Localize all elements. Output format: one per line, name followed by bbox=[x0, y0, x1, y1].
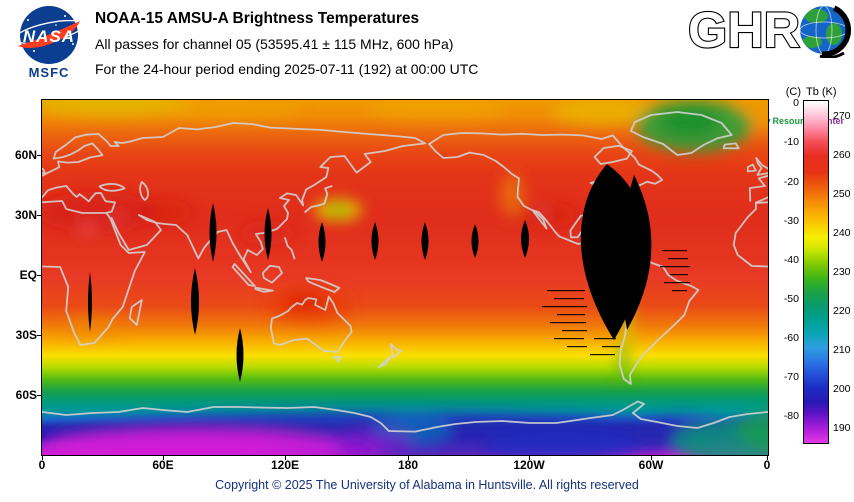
cbar-k-tick-250: 250 bbox=[833, 188, 851, 200]
brightness-temperature-map bbox=[42, 100, 768, 455]
ghrc-tagline-word: Center bbox=[815, 116, 845, 126]
cbar-k-tick-200: 200 bbox=[833, 383, 851, 395]
cbar-c-tick--10: -10 bbox=[783, 136, 799, 148]
lon-label-60W: 60W bbox=[638, 458, 664, 472]
cbar-c-tick--50: -50 bbox=[783, 293, 799, 305]
axis-tick bbox=[408, 456, 409, 460]
period-subtitle: For the 24-hour period ending 2025-07-11… bbox=[95, 61, 479, 77]
lat-label-60S: 60S bbox=[15, 388, 37, 402]
colorbar-gradient bbox=[804, 101, 828, 443]
axis-tick bbox=[42, 456, 43, 460]
cbar-c-tick--70: -70 bbox=[783, 371, 799, 383]
ghrc-logo: GHR GlobalHydrologyResourceCenter bbox=[686, 1, 854, 126]
channel-subtitle: All passes for channel 05 (53595.41 ± 11… bbox=[95, 36, 454, 52]
cbar-k-tick-190: 190 bbox=[833, 422, 851, 434]
page-title: NOAA-15 AMSU-A Brightness Temperatures bbox=[95, 10, 420, 27]
axis-tick bbox=[767, 456, 768, 460]
lon-label-120E: 120E bbox=[270, 458, 300, 472]
map-frame bbox=[41, 99, 769, 456]
cbar-k-tick-230: 230 bbox=[833, 266, 851, 278]
lon-label-0-right: 0 bbox=[763, 458, 771, 472]
axis-tick bbox=[285, 456, 286, 460]
data-gaps bbox=[88, 164, 652, 382]
colorbar-celsius-header: (C) bbox=[785, 86, 801, 98]
cbar-c-tick--20: -20 bbox=[783, 176, 799, 188]
lat-label-EQ: EQ bbox=[19, 268, 37, 282]
ghrc-logo-text: GHR bbox=[688, 4, 800, 58]
nasa-logo-text: NASA bbox=[23, 27, 75, 46]
cbar-c-tick--60: -60 bbox=[783, 332, 799, 344]
axis-tick bbox=[163, 456, 164, 460]
lon-label-180: 180 bbox=[397, 458, 419, 472]
temperature-field bbox=[42, 100, 768, 455]
axis-tick bbox=[529, 456, 530, 460]
ghrc-logo-graphic: GHR bbox=[687, 1, 852, 59]
axis-tick bbox=[37, 275, 41, 276]
cbar-c-tick--30: -30 bbox=[783, 215, 799, 227]
cbar-c-tick--40: -40 bbox=[783, 254, 799, 266]
cbar-k-tick-270: 270 bbox=[833, 110, 851, 122]
copyright-notice: Copyright © 2025 The University of Alaba… bbox=[215, 478, 639, 492]
ghrc-tagline-word: Resource bbox=[772, 116, 814, 126]
colorbar-kelvin-header: Tb (K) bbox=[806, 86, 837, 98]
lon-label-0-left: 0 bbox=[38, 458, 46, 472]
lat-label-60N: 60N bbox=[14, 148, 37, 162]
axis-tick bbox=[37, 395, 41, 396]
lat-label-30S: 30S bbox=[15, 328, 37, 342]
cbar-k-tick-240: 240 bbox=[833, 227, 851, 239]
ghrc-globe-icon bbox=[799, 5, 852, 59]
colorbar bbox=[803, 100, 829, 444]
axis-tick bbox=[37, 215, 41, 216]
cbar-c-tick-0: 0 bbox=[793, 97, 799, 109]
cbar-k-tick-220: 220 bbox=[833, 305, 851, 317]
nasa-logo: NASA bbox=[10, 5, 88, 65]
lon-label-120W: 120W bbox=[513, 458, 545, 472]
axis-tick bbox=[37, 335, 41, 336]
cbar-c-tick--80: -80 bbox=[783, 410, 799, 422]
nasa-meatball-icon: NASA bbox=[14, 6, 84, 64]
lat-label-30N: 30N bbox=[14, 208, 37, 222]
cbar-k-tick-260: 260 bbox=[833, 149, 851, 161]
axis-tick bbox=[651, 456, 652, 460]
axis-tick bbox=[37, 155, 41, 156]
msfc-label: MSFC bbox=[28, 65, 70, 80]
lon-label-60E: 60E bbox=[152, 458, 174, 472]
data-gap-scratches bbox=[542, 250, 690, 356]
cbar-k-tick-210: 210 bbox=[833, 344, 851, 356]
